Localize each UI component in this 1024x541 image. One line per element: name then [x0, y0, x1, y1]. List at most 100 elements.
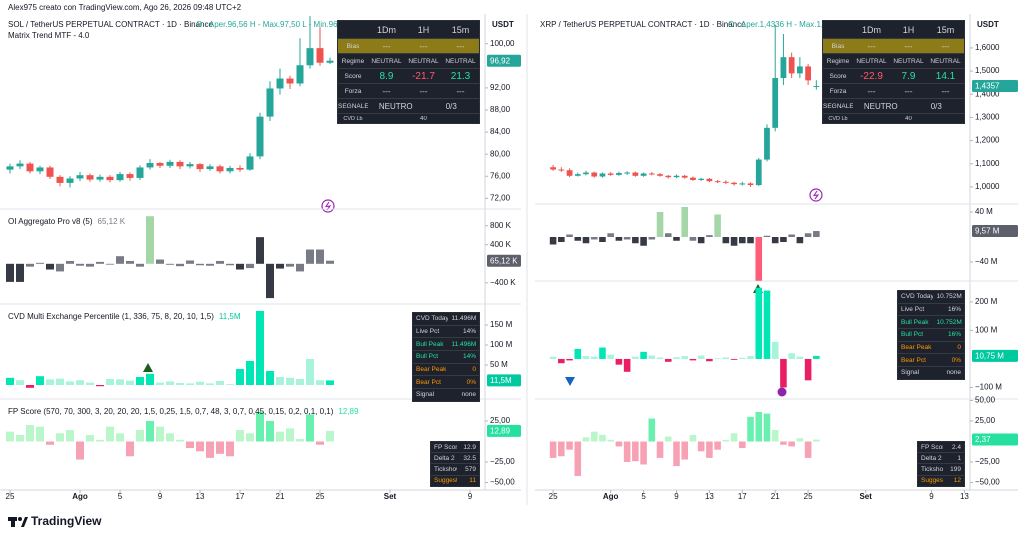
bar	[136, 430, 144, 442]
last-value-box	[972, 79, 1018, 92]
candle-body	[722, 181, 729, 183]
bar	[664, 436, 672, 442]
bar	[706, 235, 713, 237]
table-label: CVD Today	[416, 315, 449, 323]
table-row: CVD Lb 40	[823, 113, 964, 123]
bar	[673, 357, 680, 359]
chart-title: SOL / TetherUS PERPETUAL CONTRACT · 1D ·…	[8, 20, 214, 29]
bar	[582, 356, 590, 359]
last-value-box	[487, 54, 521, 67]
bar	[146, 373, 154, 385]
y-tick-label: 100,00	[490, 39, 515, 48]
y-tick-label: 1,5000	[975, 66, 1000, 75]
candle-body	[813, 85, 820, 87]
bar	[126, 260, 134, 264]
pane-title-value: 65,12 K	[98, 217, 126, 226]
bar	[6, 263, 14, 282]
table-cell: ---	[941, 86, 950, 96]
table-cell: -21.7	[412, 70, 435, 82]
bar	[739, 441, 746, 449]
bar	[26, 385, 34, 388]
bar	[256, 237, 264, 264]
last-value-box	[487, 424, 521, 437]
table-value: 16%	[947, 306, 961, 314]
candle-body	[648, 173, 655, 175]
bar	[582, 237, 590, 244]
candle-body	[665, 175, 672, 178]
y-tick-label: 100 M	[975, 326, 998, 335]
bar	[326, 380, 334, 385]
candle-body	[146, 163, 154, 168]
last-value-box	[972, 225, 1018, 238]
table-row: Tickshow 579	[431, 463, 479, 474]
candle-body	[640, 173, 647, 176]
x-tick-label: 17	[236, 492, 245, 501]
bar	[76, 263, 84, 266]
candle-body	[286, 78, 294, 84]
table-cell: 40	[420, 115, 427, 122]
table-row: Delta 2 32.5	[431, 452, 479, 463]
table-row: Bull Pct 14%	[413, 350, 479, 363]
table-value: 199	[950, 465, 961, 473]
table-cell: ---	[456, 86, 465, 96]
bar	[76, 380, 84, 385]
table-row: Bear Pct 0%	[413, 375, 479, 388]
bar	[196, 381, 204, 385]
bar	[296, 439, 304, 442]
table-row: Bias --- --- ---	[823, 38, 964, 53]
bar	[771, 430, 779, 442]
bar	[176, 263, 184, 267]
table-cell: ---	[419, 41, 428, 51]
row-label: CVD Lb	[343, 115, 363, 122]
author-line: Alex975 creato con TradingView.com, Ago …	[8, 3, 242, 12]
table-cell: 0/3	[930, 101, 942, 111]
bar	[566, 358, 573, 361]
table-row: Bull Pct 16%	[898, 328, 964, 341]
candle-body	[126, 174, 134, 178]
bar	[722, 237, 730, 244]
bar	[196, 441, 204, 452]
bar	[681, 356, 689, 359]
bar	[16, 434, 24, 442]
bar	[813, 231, 820, 237]
bar	[26, 425, 34, 442]
bar	[316, 441, 324, 445]
bar	[771, 341, 779, 359]
table-label: Suggested	[434, 477, 457, 485]
bar	[714, 214, 721, 237]
bar	[306, 249, 314, 264]
table-label: Delta 2	[921, 454, 942, 462]
bar	[176, 383, 184, 385]
table-value: 579	[465, 465, 476, 473]
bar	[615, 358, 623, 365]
candle-body	[216, 166, 224, 172]
table-row: FP Score 2.4	[918, 442, 964, 452]
bar	[196, 263, 204, 266]
table-row: Bull Peak 11.496M	[413, 337, 479, 350]
table-value: 11	[469, 477, 476, 485]
bar	[26, 263, 34, 267]
bar	[56, 378, 64, 385]
y-tick-label: −25,00	[975, 457, 1000, 466]
bar	[236, 430, 244, 442]
bar	[156, 382, 164, 385]
bar	[36, 262, 44, 264]
candle-body	[698, 178, 705, 180]
table-label: Bull Pct	[416, 353, 439, 361]
bar	[558, 358, 565, 364]
bar	[306, 414, 314, 442]
bar	[66, 430, 74, 442]
table-label: Bull Peak	[416, 340, 444, 348]
bar	[574, 348, 582, 359]
y-tick-label: 1,0000	[975, 182, 1000, 191]
bar	[648, 418, 656, 442]
candle-body	[116, 174, 124, 181]
last-value-label: 96,92	[490, 56, 511, 65]
bar	[648, 355, 656, 359]
table-row: Suggested 11	[431, 474, 479, 486]
table-cell: 21.3	[450, 70, 471, 82]
bar	[681, 441, 689, 460]
x-tick-label: 25	[6, 492, 15, 501]
bar	[16, 380, 24, 385]
candle-body	[632, 172, 639, 176]
